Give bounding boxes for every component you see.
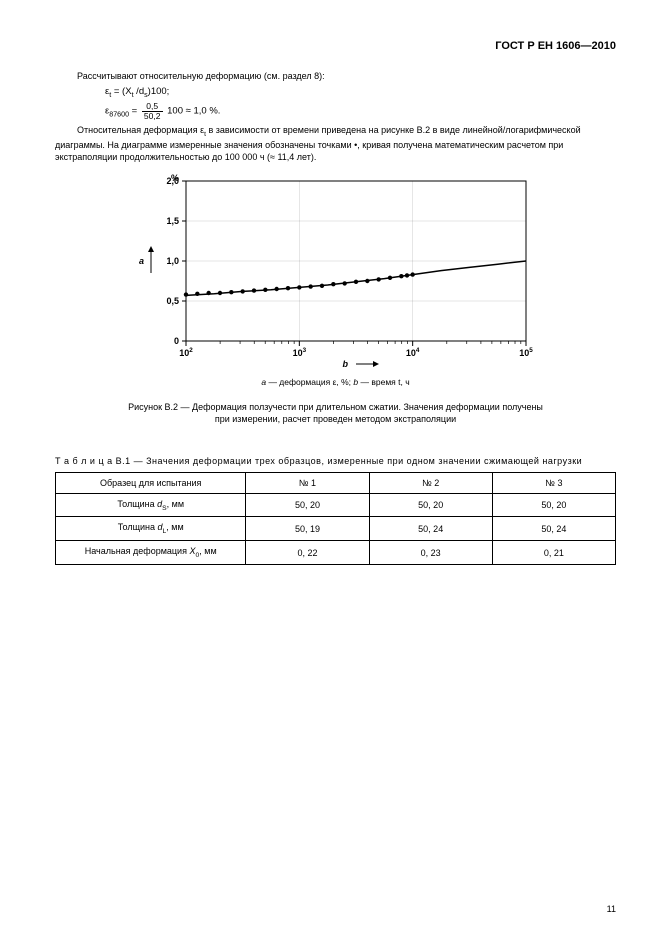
svg-text:a: a [138,256,143,266]
table-row: Начальная деформация X0, мм0, 220, 230, … [56,541,616,565]
chart-svg: 00,51,01,52,0%102103104105ab [136,171,536,371]
table-cell: 0, 22 [246,541,369,565]
svg-text:103: 103 [292,347,306,358]
svg-text:0: 0 [173,336,178,346]
table-title: Т а б л и ц а В.1 — Значения деформации … [55,456,616,466]
svg-text:1,0: 1,0 [166,256,179,266]
svg-text:102: 102 [179,347,193,358]
document-code: ГОСТ Р ЕН 1606—2010 [55,40,616,52]
figure-caption: Рисунок В.2 — Деформация ползучести при … [55,401,616,425]
row-label: Толщина dL, мм [56,517,246,541]
table-cell: 50, 19 [246,517,369,541]
table-header: № 2 [369,472,492,493]
table-header: Образец для испытания [56,472,246,493]
table-cell: 50, 20 [492,493,615,517]
table-header: № 3 [492,472,615,493]
chart-b2: 00,51,01,52,0%102103104105ab a — деформа… [136,171,536,387]
table-header: № 1 [246,472,369,493]
svg-text:104: 104 [405,347,419,358]
table-cell: 50, 24 [492,517,615,541]
svg-text:%: % [170,173,178,183]
page-number: 11 [607,904,616,914]
table-cell: 50, 20 [246,493,369,517]
table-cell: 50, 24 [369,517,492,541]
row-label: Начальная деформация X0, мм [56,541,246,565]
paragraph-intro: Рассчитывают относительную деформацию (с… [55,70,616,82]
svg-text:1,5: 1,5 [166,216,179,226]
formula-2: ε87600 = 0,550,2 100 ≈ 1,0 %. [105,102,616,120]
formula-1: εt = (Xt /ds)100; [105,86,616,99]
page-root: ГОСТ Р ЕН 1606—2010 Рассчитывают относит… [0,0,661,936]
table-cell: 0, 21 [492,541,615,565]
chart-axis-legend: a — деформация ε, %; b — время t, ч [136,377,536,387]
svg-text:0,5: 0,5 [166,296,179,306]
table-row: Толщина dL, мм50, 1950, 2450, 24 [56,517,616,541]
table-cell: 0, 23 [369,541,492,565]
table-cell: 50, 20 [369,493,492,517]
svg-text:b: b [342,359,348,369]
svg-text:105: 105 [519,347,533,358]
row-label: Толщина dS, мм [56,493,246,517]
table-b1: Образец для испытания№ 1№ 2№ 3Толщина dS… [55,472,616,565]
table-row: Толщина dS, мм50, 2050, 2050, 20 [56,493,616,517]
paragraph-desc: Относительная деформация εt в зависимост… [55,124,616,163]
